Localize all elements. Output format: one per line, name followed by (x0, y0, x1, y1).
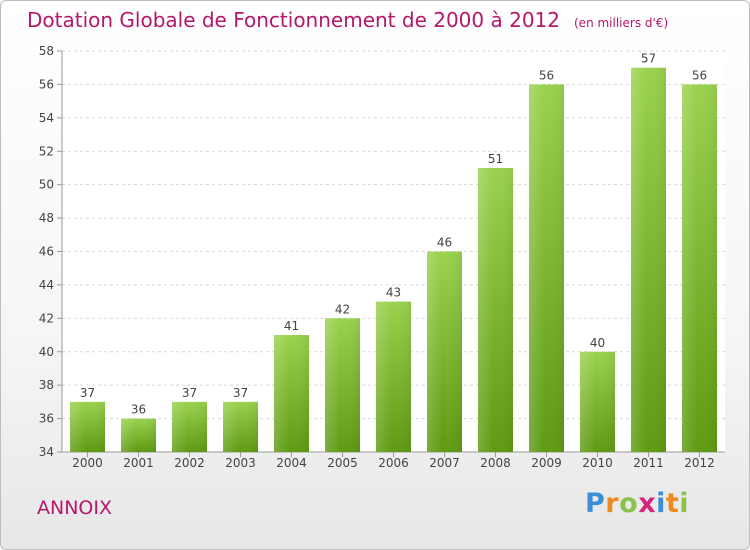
bar-shine (529, 84, 564, 453)
bar-value-label: 40 (590, 336, 605, 350)
bar-shine (172, 401, 207, 452)
bar-shine (682, 84, 717, 453)
bar-value-label: 46 (437, 236, 452, 250)
logo-letter: P (585, 488, 606, 519)
bar-shine (274, 335, 309, 452)
bar-value-label: 56 (539, 68, 554, 82)
x-tick-label: 2009 (531, 456, 562, 470)
bar-value-label: 56 (692, 68, 707, 82)
bar-value-label: 37 (182, 386, 197, 400)
bar-shine (631, 67, 666, 452)
bar-shine (223, 401, 258, 452)
chart-subtitle: (en milliers d'€) (574, 16, 669, 30)
x-tick-label: 2006 (378, 456, 409, 470)
y-tick-label: 46 (39, 245, 54, 259)
x-tick-label: 2008 (480, 456, 511, 470)
y-tick-label: 56 (39, 77, 54, 91)
y-tick-label: 50 (39, 178, 54, 192)
bar-shine (478, 167, 513, 453)
x-tick-label: 2003 (225, 456, 256, 470)
logo-letter: i (656, 488, 666, 519)
x-tick-label: 2004 (276, 456, 307, 470)
chart-title-main: Dotation Globale de Fonctionnement de 20… (27, 8, 560, 32)
chart-title: Dotation Globale de Fonctionnement de 20… (27, 8, 668, 32)
y-tick-label: 54 (39, 111, 54, 125)
bar-value-label: 41 (284, 319, 299, 333)
logo-letter: t (665, 488, 680, 519)
y-tick-label: 48 (39, 211, 54, 225)
bar-shine (325, 318, 360, 452)
x-tick-label: 2001 (123, 456, 154, 470)
y-tick-label: 52 (39, 144, 54, 158)
y-tick-label: 38 (39, 378, 54, 392)
bar-shine (427, 251, 462, 452)
x-tick-label: 2002 (174, 456, 205, 470)
bar-value-label: 43 (386, 286, 401, 300)
x-tick-label: 2012 (684, 456, 715, 470)
bar-shine (580, 351, 615, 452)
x-tick-label: 2000 (72, 456, 103, 470)
bar-value-label: 37 (233, 386, 248, 400)
x-tick-label: 2005 (327, 456, 358, 470)
x-tick-label: 2010 (582, 456, 613, 470)
y-tick-label: 34 (39, 445, 54, 459)
bar-value-label: 36 (131, 403, 146, 417)
logo-letter: o (619, 488, 639, 519)
bar-value-label: 37 (80, 386, 95, 400)
bar-value-label: 42 (335, 302, 350, 316)
y-tick-label: 58 (39, 44, 54, 58)
y-tick-label: 40 (39, 345, 54, 359)
commune-name: ANNOIX (37, 497, 112, 519)
logo-letter: x (638, 488, 657, 519)
bar-shine (121, 418, 156, 452)
bar-value-label: 51 (488, 152, 503, 166)
logo-letter: i (679, 488, 690, 519)
bar-shine (376, 301, 411, 452)
y-tick-label: 42 (39, 311, 54, 325)
y-tick-label: 44 (39, 278, 54, 292)
x-tick-label: 2007 (429, 456, 460, 470)
proxiti-logo: Proxiti (585, 488, 689, 519)
y-tick-label: 36 (39, 412, 54, 426)
bar-value-label: 57 (641, 52, 656, 66)
bar-shine (70, 401, 105, 452)
logo-letter: r (605, 488, 620, 519)
x-tick-label: 2011 (633, 456, 664, 470)
